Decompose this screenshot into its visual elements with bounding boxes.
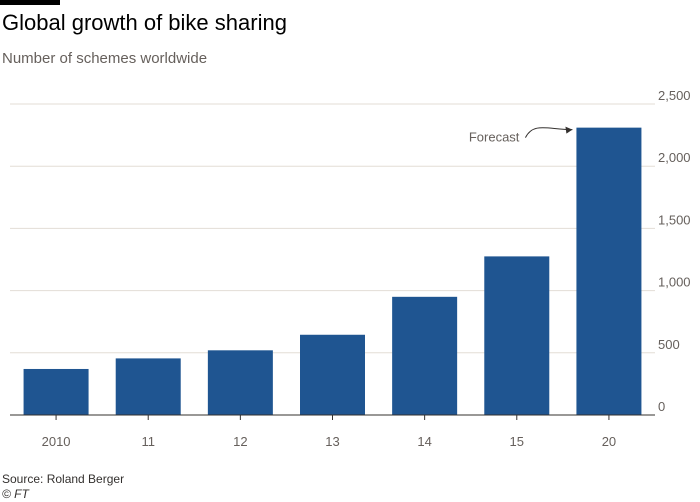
credit-note: © FT — [2, 487, 29, 501]
y-tick-label: 1,000 — [658, 275, 691, 290]
chart-title: Global growth of bike sharing — [2, 10, 287, 35]
bar-12 — [207, 350, 273, 415]
bar-13 — [300, 334, 365, 415]
chart-subtitle: Number of schemes worldwide — [2, 50, 208, 67]
forecast-arrow-line — [524, 127, 573, 138]
y-tick-label: 0 — [658, 399, 665, 414]
forecast-annotation: Forecast — [469, 130, 520, 145]
source-note: Source: Roland Berger — [2, 472, 125, 486]
y-tick-label: 500 — [658, 337, 680, 352]
x-tick-label: 2010 — [42, 434, 71, 449]
bar-11 — [115, 358, 181, 415]
y-tick-label: 1,500 — [658, 212, 691, 227]
bar-15 — [484, 256, 550, 415]
bar-20 — [576, 127, 642, 416]
x-tick-label: 20 — [602, 434, 616, 449]
x-tick-label: 11 — [141, 434, 155, 449]
bar-14 — [392, 296, 458, 415]
forecast-arrow-head — [565, 126, 573, 134]
x-tick-label: 12 — [233, 434, 247, 449]
x-tick-label: 15 — [510, 434, 524, 449]
x-tick-label: 14 — [417, 434, 431, 449]
bar-2010 — [23, 368, 89, 415]
brand-bar — [0, 0, 60, 5]
x-tick-label: 13 — [325, 434, 339, 449]
y-tick-label: 2,500 — [658, 88, 691, 103]
y-tick-label: 2,000 — [658, 150, 691, 165]
